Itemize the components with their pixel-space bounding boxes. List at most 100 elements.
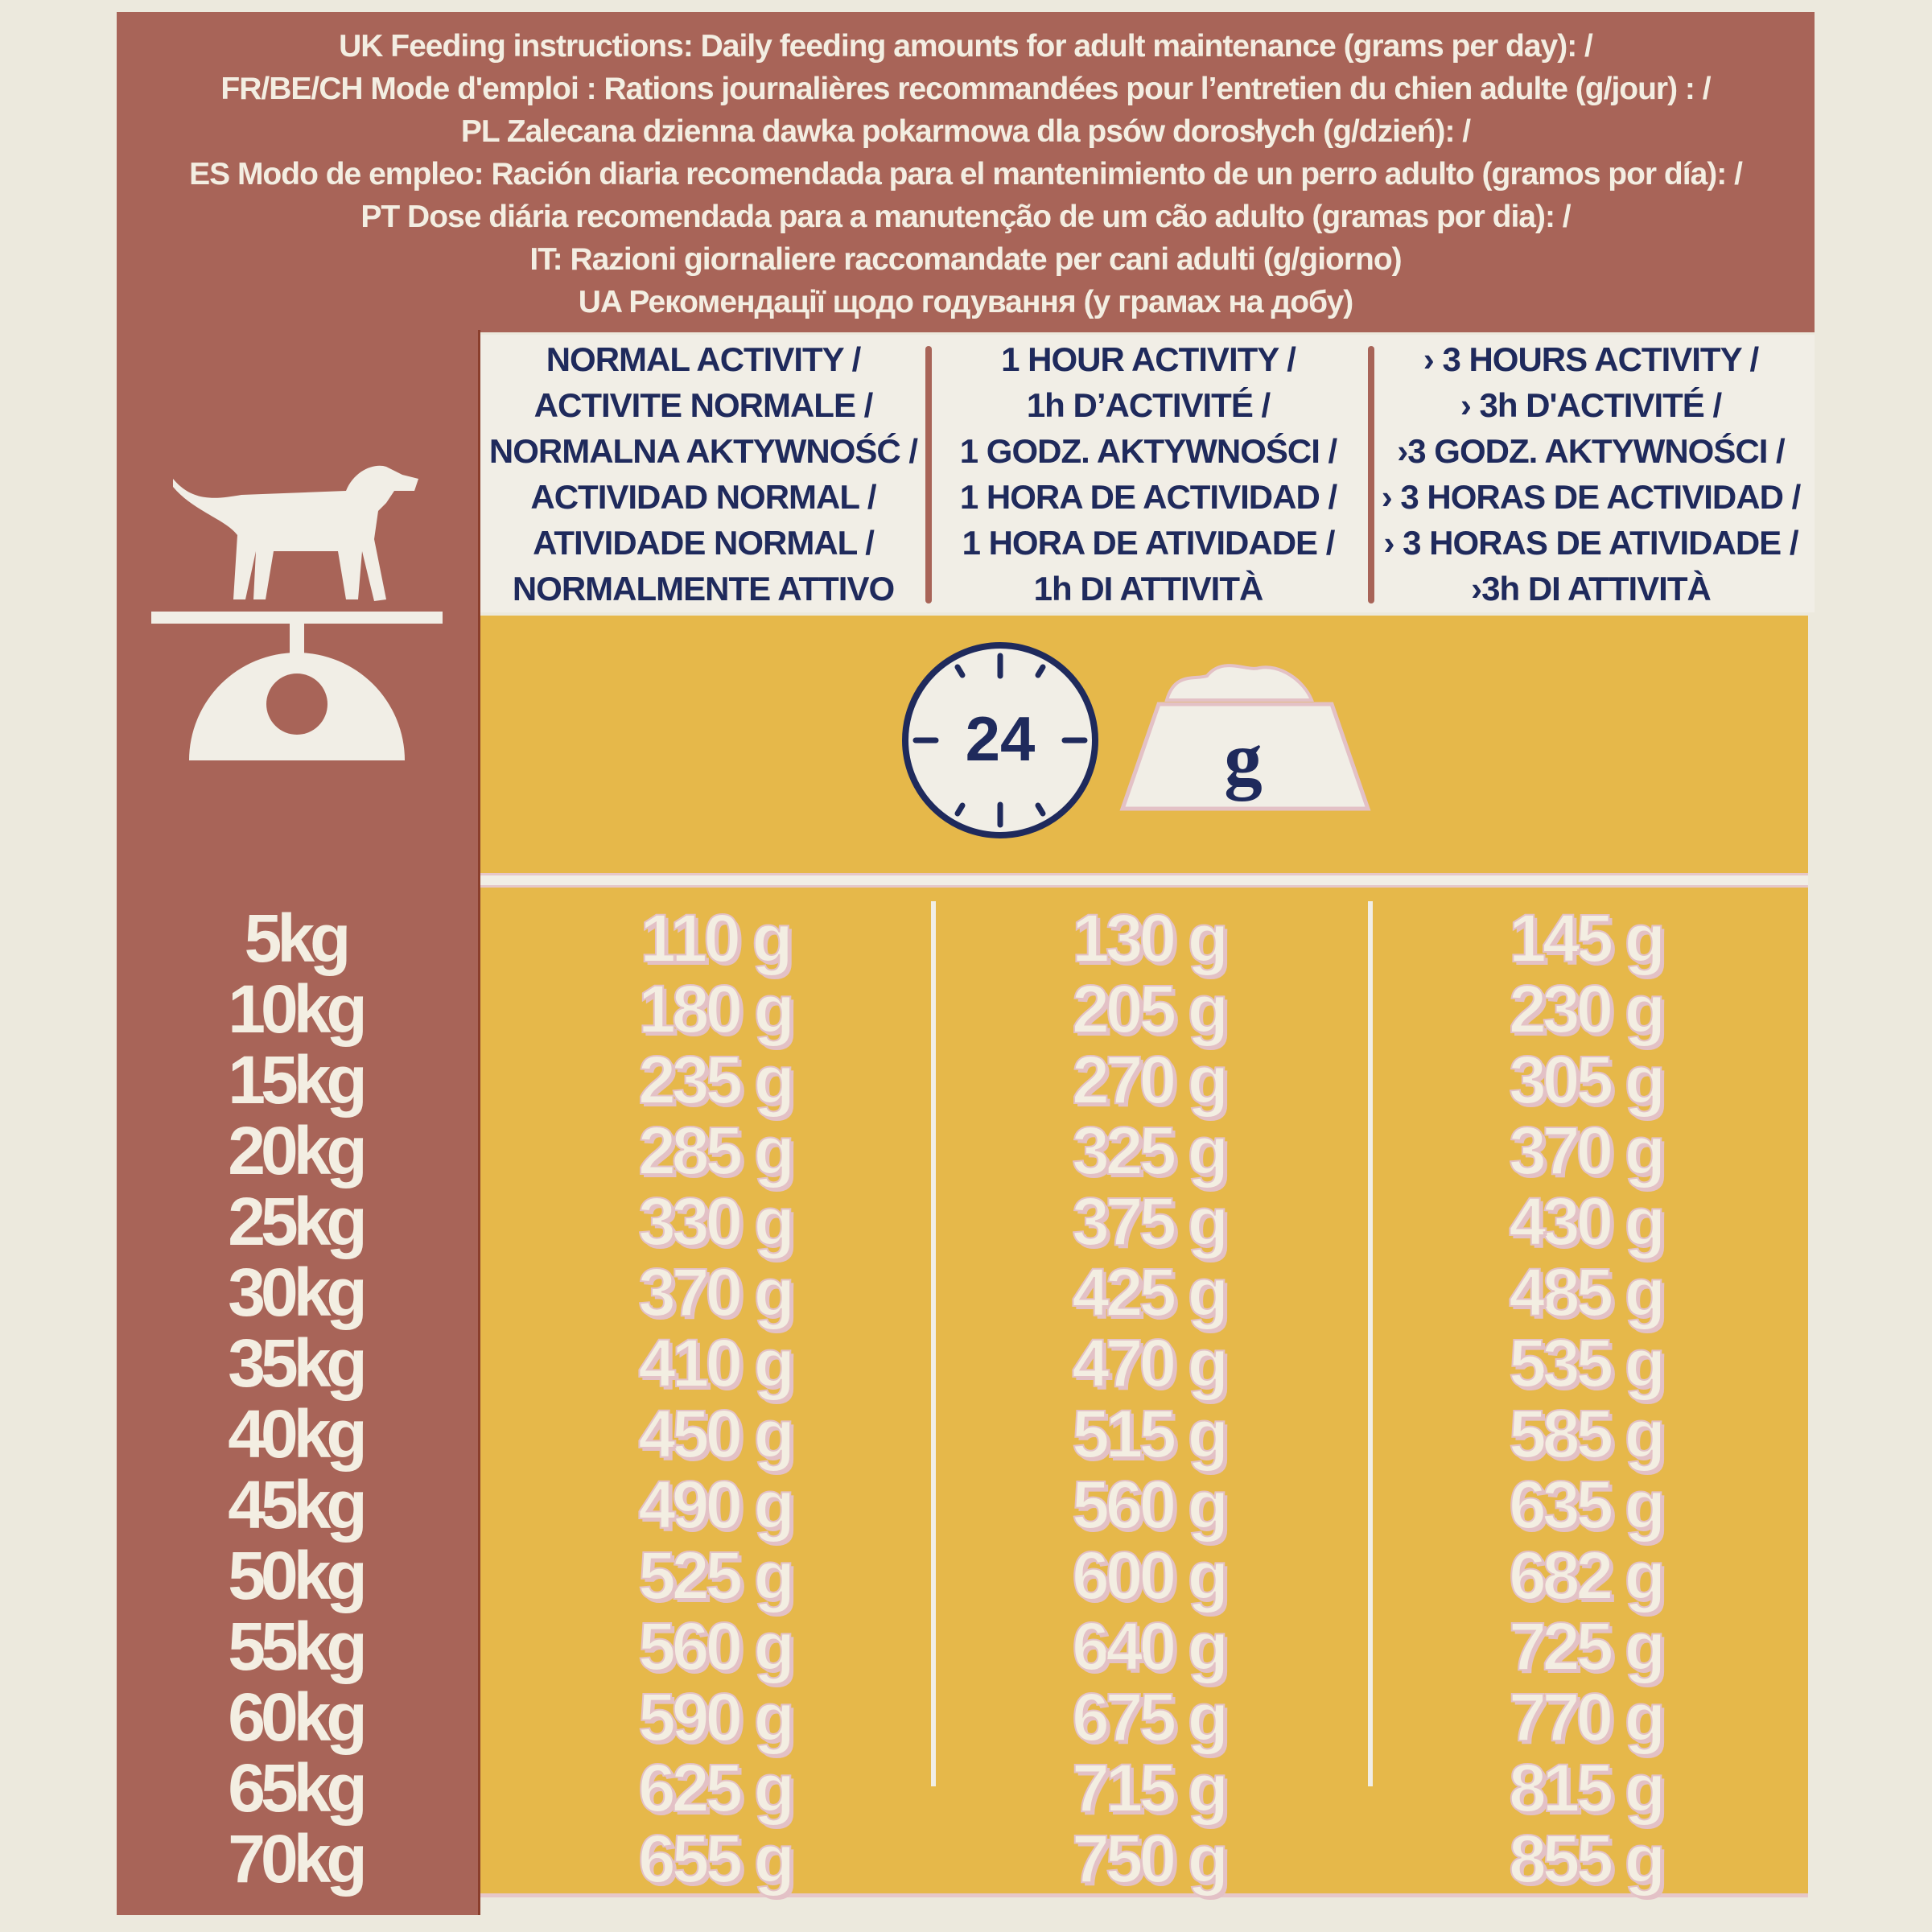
column-header-line: NORMALMENTE ATTIVO: [512, 570, 895, 608]
amount-normal: 590 g: [637, 1679, 796, 1756]
weight-label: 15kg: [228, 1042, 367, 1118]
amount-three-hours: 535 g: [1508, 1324, 1666, 1402]
column-header-line: › 3h D'ACTIVITÉ /: [1460, 386, 1722, 424]
amount-one-hour: 515 g: [1071, 1395, 1230, 1473]
weight-label: 55kg: [228, 1609, 367, 1684]
weight-label: 45kg: [228, 1467, 367, 1543]
column-divider: [931, 901, 936, 1786]
column-header-line: ACTIVIDAD NORMAL /: [530, 478, 876, 516]
amount-normal: 370 g: [637, 1254, 796, 1331]
weight-label: 25kg: [228, 1184, 367, 1259]
amount-one-hour: 560 g: [1071, 1466, 1230, 1543]
column-header-line: ›3 GODZ. AKTYWNOŚCI /: [1397, 432, 1785, 470]
column-header-line: 1 HORA DE ACTIVIDAD /: [959, 478, 1337, 516]
header-line: ES Modo de empleo: Ración diaria recomen…: [189, 157, 1743, 192]
table-row: 45kg 490 g 560 g 635 g: [0, 1466, 1932, 1543]
amount-normal: 285 g: [637, 1112, 796, 1189]
header-line: UK Feeding instructions: Daily feeding a…: [339, 29, 1593, 64]
amount-three-hours: 855 g: [1508, 1820, 1666, 1897]
column-separator: [925, 346, 932, 603]
column-header-line: ›3h DI ATTIVITÀ: [1471, 570, 1712, 608]
column-header-line: NORMALNA AKTYWNOŚĆ /: [488, 432, 918, 470]
amount-one-hour: 600 g: [1071, 1537, 1230, 1614]
header-line: IT: Razioni giornaliere raccomandate per…: [529, 242, 1402, 277]
amount-three-hours: 725 g: [1508, 1608, 1666, 1685]
weight-label: 20kg: [228, 1113, 367, 1188]
amount-three-hours: 305 g: [1508, 1041, 1666, 1118]
header-line: PL Zalecana dzienna dawka pokarmowa dla …: [460, 114, 1471, 149]
table-row: 40kg 450 g 515 g 585 g: [0, 1395, 1932, 1473]
weight-column: [117, 330, 480, 1915]
table-row: 35kg 410 g 470 g 535 g: [0, 1324, 1932, 1402]
table-row: 70kg 655 g 750 g 855 g: [0, 1820, 1932, 1897]
amount-normal: 655 g: [637, 1820, 796, 1897]
weight-label: 70kg: [228, 1821, 367, 1897]
table-row: 50kg 525 g 600 g 682 g: [0, 1537, 1932, 1614]
amount-one-hour: 270 g: [1071, 1041, 1230, 1118]
amount-three-hours: 815 g: [1508, 1749, 1666, 1827]
amount-three-hours: 770 g: [1508, 1679, 1666, 1756]
amount-three-hours: 230 g: [1508, 970, 1666, 1048]
amount-normal: 490 g: [637, 1466, 796, 1543]
divider: [480, 873, 1808, 888]
amount-normal: 180 g: [637, 970, 796, 1048]
svg-text:24: 24: [966, 703, 1036, 774]
clock-24h-icon: 24: [902, 642, 1098, 838]
food-bowl-icon: g: [1119, 664, 1371, 811]
weight-label: 35kg: [228, 1325, 367, 1401]
weight-label: 10kg: [228, 971, 367, 1047]
column-header-line: 1h D’ACTIVITÉ /: [1026, 386, 1271, 424]
amount-one-hour: 715 g: [1071, 1749, 1230, 1827]
amount-one-hour: 130 g: [1071, 900, 1230, 977]
column-header-line: › 3 HORAS DE ACTIVIDAD /: [1381, 478, 1801, 516]
table-row: 10kg 180 g 205 g 230 g: [0, 970, 1932, 1048]
amount-three-hours: 430 g: [1508, 1183, 1666, 1260]
dog-on-scale-icon: [151, 465, 443, 760]
amount-three-hours: 485 g: [1508, 1254, 1666, 1331]
amounts-area: [480, 616, 1808, 1897]
column-headers: [480, 335, 1815, 612]
table-row: 30kg 370 g 425 g 485 g: [0, 1254, 1932, 1331]
table-row: 65kg 625 g 715 g 815 g: [0, 1749, 1932, 1827]
weight-label: 30kg: [228, 1254, 367, 1330]
amount-normal: 525 g: [637, 1537, 796, 1614]
table-row: 55kg 560 g 640 g 725 g: [0, 1608, 1932, 1685]
header-instructions: UK Feeding instructions: Daily feeding a…: [117, 12, 1815, 332]
table-row: 15kg 235 g 270 g 305 g: [0, 1041, 1932, 1118]
amount-normal: 110 g: [639, 900, 793, 977]
amount-normal: 330 g: [637, 1183, 796, 1260]
header-line: UA Рекомендації щодо годування (у грамах…: [578, 285, 1354, 319]
amount-one-hour: 425 g: [1071, 1254, 1230, 1331]
amount-three-hours: 145 g: [1508, 900, 1666, 977]
amount-one-hour: 640 g: [1071, 1608, 1230, 1685]
amount-one-hour: 675 g: [1071, 1679, 1230, 1756]
weight-label: 40kg: [228, 1396, 367, 1472]
amount-normal: 235 g: [637, 1041, 796, 1118]
table-row: 60kg 590 g 675 g 770 g: [0, 1679, 1932, 1756]
table-row: 5kg 110 g 130 g 145 g: [0, 900, 1932, 977]
column-header-line: › 3 HORAS DE ATIVIDADE /: [1383, 524, 1798, 562]
amount-one-hour: 205 g: [1071, 970, 1230, 1048]
amount-normal: 450 g: [637, 1395, 796, 1473]
weight-label: 5kg: [244, 900, 352, 976]
table-row: 20kg 285 g 325 g 370 g: [0, 1112, 1932, 1189]
column-header-line: › 3 HOURS ACTIVITY /: [1423, 340, 1759, 378]
column-divider: [1368, 901, 1373, 1786]
amount-three-hours: 585 g: [1508, 1395, 1666, 1473]
amount-normal: 560 g: [637, 1608, 796, 1685]
amount-normal: 410 g: [637, 1324, 796, 1402]
amount-one-hour: 375 g: [1071, 1183, 1230, 1260]
weight-label: 65kg: [228, 1750, 367, 1826]
amount-three-hours: 682 g: [1508, 1537, 1666, 1614]
column-header-line: 1 HORA DE ATIVIDADE /: [962, 524, 1336, 562]
amount-normal: 625 g: [637, 1749, 796, 1827]
column-header-1-hour: 1 HOUR ACTIVITY / 1h D’ACTIVITÉ / 1 GODZ. …: [931, 336, 1366, 612]
svg-text:g: g: [1224, 716, 1263, 801]
column-header-line: ATIVIDADE NORMAL /: [533, 524, 875, 562]
weight-label: 60kg: [228, 1679, 367, 1755]
amount-one-hour: 470 g: [1071, 1324, 1230, 1402]
amount-one-hour: 325 g: [1071, 1112, 1230, 1189]
column-header-normal: NORMAL ACTIVITY / ACTIVITE NORMALE / NORMA…: [486, 336, 921, 612]
column-separator: [1368, 346, 1374, 603]
column-header-line: 1 GODZ. AKTYWNOŚCI /: [959, 432, 1337, 470]
